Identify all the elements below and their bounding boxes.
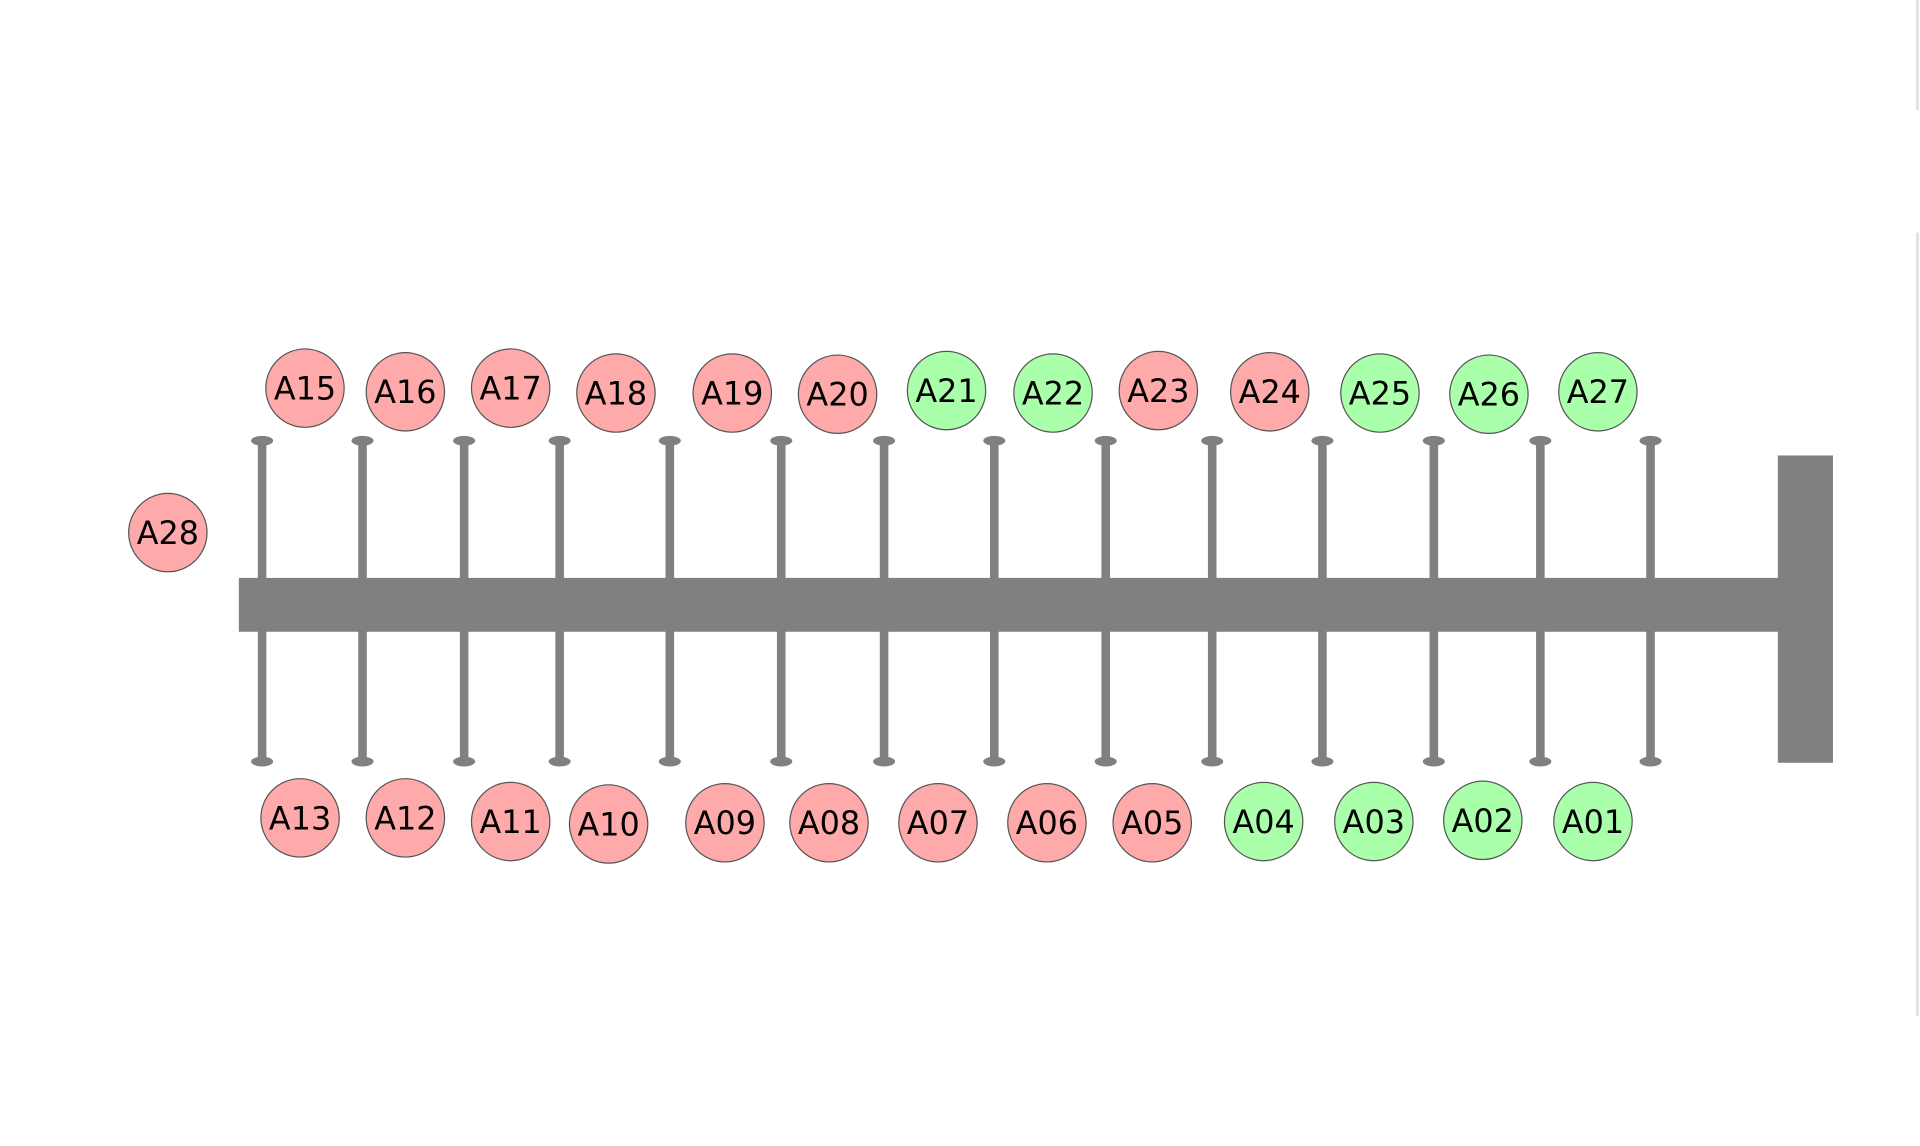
berth-label: A06 — [1016, 804, 1078, 842]
finger-end — [983, 756, 1006, 767]
finger-end — [1201, 435, 1224, 446]
berth — [1553, 781, 1633, 862]
finger-end — [658, 435, 681, 446]
finger-end — [1094, 435, 1117, 446]
berth-label: A24 — [1239, 373, 1301, 411]
berth — [1229, 352, 1310, 432]
berth-label: A12 — [374, 799, 436, 837]
berth-label: A01 — [1562, 803, 1624, 841]
berth-label: A04 — [1233, 803, 1295, 841]
berth-label: A07 — [907, 804, 969, 842]
berth-label: A10 — [577, 805, 639, 843]
berth — [365, 352, 446, 432]
berth — [1013, 353, 1093, 433]
berth — [576, 353, 656, 433]
berth — [1334, 781, 1414, 862]
berth-label: A05 — [1121, 804, 1183, 842]
berth — [797, 354, 878, 435]
finger-end — [251, 756, 274, 767]
finger-end — [251, 435, 274, 446]
berth — [1007, 782, 1087, 863]
berth — [1112, 782, 1193, 863]
finger-end — [548, 756, 571, 767]
berth-label: A03 — [1343, 803, 1405, 841]
berth-label: A25 — [1349, 374, 1411, 412]
berth — [685, 782, 765, 863]
finger-end — [1311, 756, 1334, 767]
berth-label: A16 — [374, 373, 436, 411]
main-pier — [238, 577, 1780, 632]
berth — [568, 784, 649, 864]
berth — [128, 492, 208, 573]
berth-label: A17 — [480, 370, 542, 408]
finger-end — [658, 756, 681, 767]
berth — [470, 348, 551, 428]
berth-label: A19 — [701, 374, 763, 412]
berth-label: A26 — [1458, 376, 1520, 414]
berths: A15 A16 A17 A18 A19 A20 A21 A22 A23 A24 A25 A26 A27 A… — [128, 348, 1638, 864]
finger-end — [873, 435, 896, 446]
berth-label: A09 — [694, 804, 756, 842]
berth — [1558, 352, 1638, 432]
berth-label: A28 — [137, 514, 199, 552]
berth-label: A18 — [585, 374, 647, 412]
berth — [1340, 353, 1420, 433]
berth-label: A27 — [1567, 373, 1629, 411]
berth-label: A11 — [480, 803, 542, 841]
finger-end — [351, 435, 374, 446]
finger-end — [1201, 756, 1224, 767]
berth-label: A20 — [806, 376, 868, 414]
finger-end — [1639, 435, 1662, 446]
berth-label: A21 — [915, 372, 977, 410]
berth — [1118, 350, 1199, 431]
berth-label: A15 — [274, 370, 336, 408]
berth — [1223, 781, 1304, 862]
finger-end — [1529, 756, 1552, 767]
berth — [1443, 780, 1523, 861]
finger-end — [873, 756, 896, 767]
finger-end — [1094, 756, 1117, 767]
berth — [260, 778, 340, 858]
berth-label: A13 — [269, 799, 331, 837]
pier-head — [1777, 455, 1833, 763]
berth — [1449, 354, 1529, 435]
finger-end — [453, 435, 476, 446]
finger-end — [770, 435, 793, 446]
finger-end — [548, 435, 571, 446]
finger-end — [351, 756, 374, 767]
berth — [898, 782, 978, 863]
finger-end — [1529, 435, 1552, 446]
finger-end — [1639, 756, 1662, 767]
berth — [365, 778, 446, 858]
berth — [692, 353, 773, 433]
finger-end — [770, 756, 793, 767]
berth — [265, 348, 345, 428]
berth — [470, 781, 551, 862]
berth — [906, 350, 987, 431]
berth-label: A08 — [798, 804, 860, 842]
finger-end — [1311, 435, 1334, 446]
berth — [789, 782, 869, 863]
finger-end — [1422, 756, 1445, 767]
finger-end — [1422, 435, 1445, 446]
berth-label: A02 — [1452, 802, 1514, 840]
berth-label: A22 — [1022, 374, 1084, 412]
finger-end — [453, 756, 476, 767]
berth-label: A23 — [1127, 372, 1189, 410]
finger-end — [983, 435, 1006, 446]
